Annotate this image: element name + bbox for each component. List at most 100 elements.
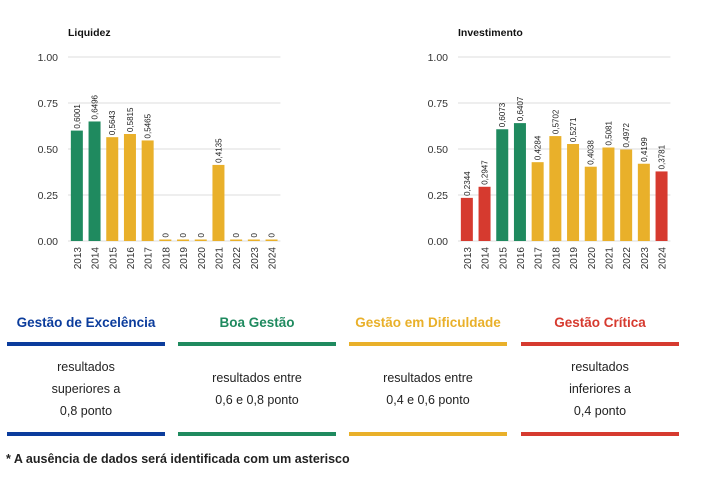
liquidez-data-label: 0,5465 bbox=[144, 113, 153, 138]
legend-dificuldade-desc: resultados entre 0,4 e 0,6 ponto bbox=[349, 346, 507, 432]
liquidez-xtick-label: 2024 bbox=[268, 247, 279, 270]
liquidez-xtick-label: 2022 bbox=[232, 247, 243, 270]
liquidez-xtick-label: 2019 bbox=[179, 247, 190, 270]
investimento-bar bbox=[460, 197, 473, 241]
liquidez-xtick-label: 2015 bbox=[108, 247, 119, 270]
liquidez-ytick-label: 0.25 bbox=[38, 190, 59, 202]
liquidez-xtick-label: 2021 bbox=[214, 247, 225, 270]
legend-boa-desc: resultados entre 0,6 e 0,8 ponto bbox=[178, 346, 336, 432]
legend-excelencia-desc: resultados superiores a 0,8 ponto bbox=[7, 346, 165, 432]
investimento-xtick-label: 2013 bbox=[463, 247, 474, 270]
legend-boa-line-2: 0,6 e 0,8 ponto bbox=[215, 393, 299, 407]
legend-critica-line-2: inferiores a bbox=[569, 382, 631, 396]
legend-boa-title: Boa Gestão bbox=[219, 315, 295, 330]
liquidez-bar bbox=[70, 130, 83, 241]
legend: Gestão de Excelência resultados superior… bbox=[0, 312, 705, 447]
legend-boa: Boa Gestão resultados entre 0,6 e 0,8 po… bbox=[178, 312, 336, 444]
investimento-data-label: 0,5702 bbox=[551, 109, 560, 134]
liquidez-bar bbox=[194, 239, 207, 241]
liquidez-data-label: 0 bbox=[268, 233, 277, 238]
liquidez-ytick-label: 1.00 bbox=[38, 52, 59, 64]
investimento-chart-svg: Investimento 0.00 0.25 0.50 0.75 1.00 0,2344 20… bbox=[428, 27, 671, 270]
investimento-xtick-label: 2016 bbox=[516, 247, 527, 270]
liquidez-data-label: 0,4135 bbox=[214, 138, 223, 163]
investimento-data-label: 0,3781 bbox=[658, 144, 667, 169]
liquidez-bar bbox=[247, 239, 260, 241]
liquidez-bar bbox=[88, 121, 101, 241]
liquidez-ytick-label: 0.75 bbox=[38, 98, 59, 110]
legend-dificuldade: Gestão em Dificuldade resultados entre 0… bbox=[349, 312, 507, 444]
liquidez-data-label: 0 bbox=[197, 233, 206, 238]
investimento-title: Investimento bbox=[458, 27, 523, 39]
liquidez-data-label: 0 bbox=[232, 233, 241, 238]
investimento-data-label: 0,4972 bbox=[622, 122, 631, 147]
liquidez-ytick-label: 0.50 bbox=[38, 144, 59, 156]
investimento-bar bbox=[602, 147, 615, 241]
legend-excelencia: Gestão de Excelência resultados superior… bbox=[7, 312, 165, 444]
investimento-chart: Investimento 0.00 0.25 0.50 0.75 1.00 0,2344 20… bbox=[390, 0, 690, 300]
investimento-xtick-label: 2017 bbox=[534, 247, 545, 270]
liquidez-data-label: 0 bbox=[179, 233, 188, 238]
legend-dificuldade-line-1: resultados entre bbox=[383, 371, 473, 385]
investimento-bar bbox=[496, 129, 509, 241]
legend-excelencia-line-2: superiores a bbox=[51, 382, 121, 396]
investimento-data-label: 0,2344 bbox=[463, 171, 472, 196]
legend-critica-title: Gestão Crítica bbox=[554, 315, 646, 330]
legend-critica-line-1: resultados bbox=[571, 360, 629, 374]
investimento-bar bbox=[531, 162, 544, 241]
investimento-bar bbox=[478, 186, 491, 241]
liquidez-xtick-label: 2014 bbox=[91, 247, 102, 270]
investimento-xtick-label: 2018 bbox=[551, 247, 562, 270]
investimento-xtick-label: 2024 bbox=[658, 247, 669, 270]
legend-dificuldade-title: Gestão em Dificuldade bbox=[355, 315, 501, 330]
liquidez-data-label: 0,5815 bbox=[126, 107, 135, 132]
investimento-xtick-label: 2020 bbox=[587, 247, 598, 270]
legend-boa-bar-bottom bbox=[178, 432, 336, 436]
legend-dificuldade-bar-top bbox=[349, 342, 507, 346]
liquidez-xtick-label: 2016 bbox=[126, 247, 137, 270]
investimento-data-label: 0,4199 bbox=[640, 137, 649, 162]
investimento-bar bbox=[620, 149, 633, 241]
legend-boa-bar-top bbox=[178, 342, 336, 346]
investimento-data-label: 0,4038 bbox=[587, 140, 596, 165]
legend-excelencia-title: Gestão de Excelência bbox=[16, 315, 156, 330]
investimento-xtick-label: 2015 bbox=[498, 247, 509, 270]
investimento-data-label: 0,2947 bbox=[481, 160, 490, 185]
investimento-bar bbox=[513, 123, 526, 241]
legend-dificuldade-bar-bottom bbox=[349, 432, 507, 436]
liquidez-xtick-label: 2023 bbox=[250, 247, 261, 270]
liquidez-xtick-label: 2018 bbox=[161, 247, 172, 270]
liquidez-chart: Liquidez 0.00 0.25 0.50 0.75 1.00 0,6001 2013 0,… bbox=[0, 0, 300, 300]
investimento-ytick-label: 0.25 bbox=[428, 190, 449, 202]
investimento-xtick-label: 2019 bbox=[569, 247, 580, 270]
investimento-xtick-label: 2023 bbox=[640, 247, 651, 270]
liquidez-bar bbox=[230, 239, 243, 241]
legend-critica-line-3: 0,4 ponto bbox=[573, 404, 627, 418]
investimento-xtick-label: 2014 bbox=[481, 247, 492, 270]
investimento-data-label: 0,6073 bbox=[498, 102, 507, 127]
liquidez-xtick-label: 2017 bbox=[144, 247, 155, 270]
investimento-data-label: 0,4284 bbox=[534, 135, 543, 160]
liquidez-bar bbox=[123, 134, 136, 241]
legend-critica-desc: resultados inferiores a 0,4 ponto bbox=[521, 346, 679, 432]
liquidez-bar bbox=[106, 137, 119, 241]
legend-excelencia-line-1: resultados bbox=[57, 360, 115, 374]
legend-dificuldade-line-2: 0,4 e 0,6 ponto bbox=[386, 393, 470, 407]
liquidez-bar bbox=[177, 239, 190, 241]
investimento-data-label: 0,5081 bbox=[604, 120, 613, 145]
legend-critica: Gestão Crítica resultados inferiores a 0… bbox=[521, 312, 679, 444]
investimento-ytick-label: 0.00 bbox=[428, 236, 449, 248]
investimento-ytick-label: 1.00 bbox=[428, 52, 449, 64]
investimento-xtick-label: 2022 bbox=[622, 247, 633, 270]
legend-excelencia-bar-top bbox=[7, 342, 165, 346]
investimento-bar bbox=[549, 136, 562, 241]
legend-excelencia-line-3: 0,8 ponto bbox=[59, 404, 113, 418]
liquidez-data-label: 0,5643 bbox=[108, 110, 117, 135]
investimento-bar bbox=[584, 166, 597, 241]
legend-excelencia-bar-bottom bbox=[7, 432, 165, 436]
investimento-bar bbox=[637, 163, 650, 241]
legend-critica-bar-bottom bbox=[521, 432, 679, 436]
investimento-bar bbox=[567, 144, 580, 241]
legend-boa-line-1: resultados entre bbox=[212, 371, 302, 385]
liquidez-xtick-label: 2020 bbox=[197, 247, 208, 270]
